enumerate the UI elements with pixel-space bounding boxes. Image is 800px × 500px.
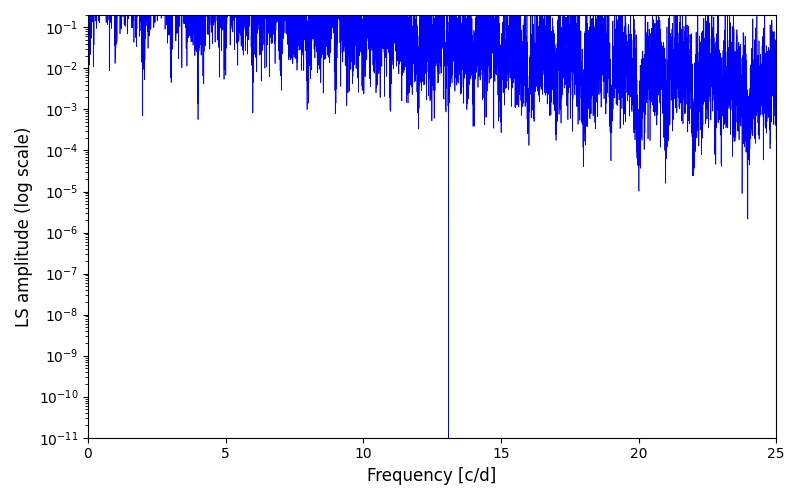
X-axis label: Frequency [c/d]: Frequency [c/d] (367, 467, 497, 485)
Y-axis label: LS amplitude (log scale): LS amplitude (log scale) (15, 126, 33, 326)
